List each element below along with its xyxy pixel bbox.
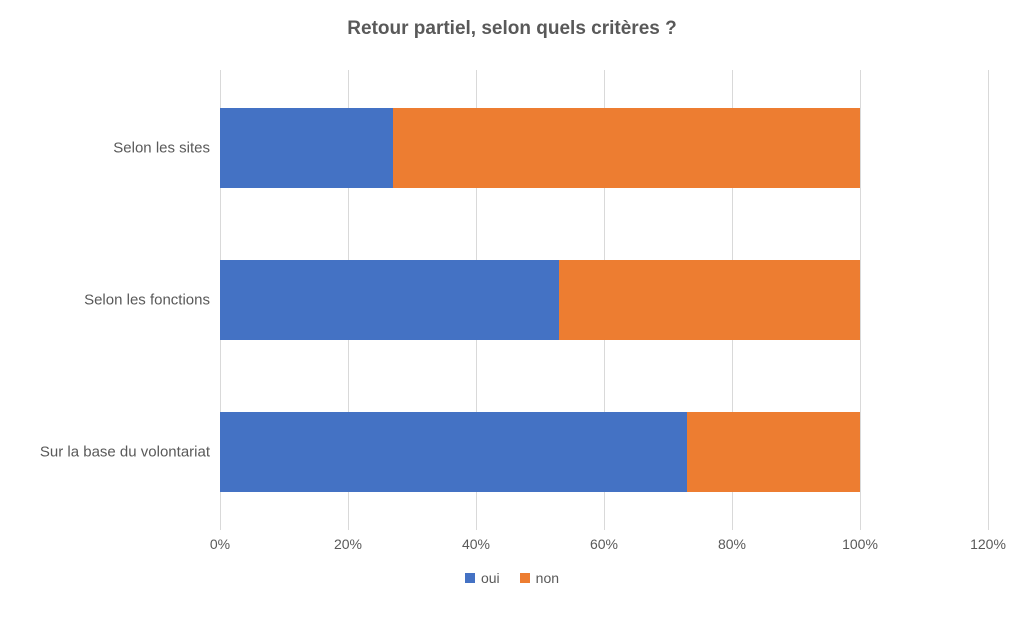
legend-label: oui [481,570,500,586]
x-tick-label: 120% [958,536,1018,552]
legend-swatch [520,573,530,583]
x-tick-label: 80% [702,536,762,552]
category-label: Sur la base du volontariat [0,443,210,460]
legend-label: non [536,570,559,586]
category-label: Selon les fonctions [0,292,210,309]
bar [220,412,860,492]
bar-segment-oui [220,412,687,492]
bar [220,108,860,188]
bar-segment-oui [220,108,393,188]
x-tick-label: 40% [446,536,506,552]
legend-item-oui: oui [465,570,500,586]
category-label: Selon les sites [0,140,210,157]
x-tick-label: 100% [830,536,890,552]
x-tick-label: 20% [318,536,378,552]
chart-title: Retour partiel, selon quels critères ? [0,18,1024,40]
chart-container: Retour partiel, selon quels critères ? o… [0,0,1024,622]
bar-segment-non [559,260,860,340]
legend-swatch [465,573,475,583]
x-tick-label: 60% [574,536,634,552]
bar-segment-oui [220,260,559,340]
plot-area [220,70,988,530]
legend-item-non: non [520,570,559,586]
bar-segment-non [393,108,860,188]
gridline [988,70,989,530]
x-tick-label: 0% [190,536,250,552]
gridline [860,70,861,530]
bar-segment-non [687,412,860,492]
bar [220,260,860,340]
legend: oui non [0,570,1024,586]
